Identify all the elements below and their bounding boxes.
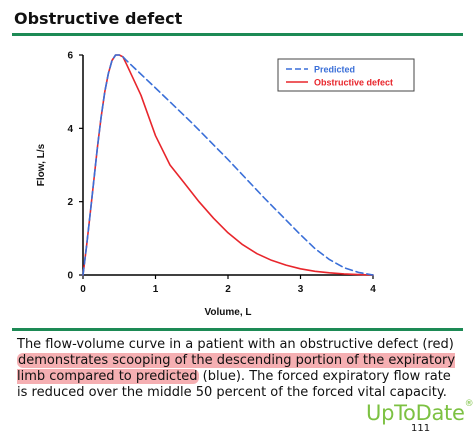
logo-text: UpToDate xyxy=(366,401,465,425)
x-tick-label: 0 xyxy=(80,284,86,295)
page-title: Obstructive defect xyxy=(14,9,183,28)
x-tick-label: 4 xyxy=(370,284,376,295)
caption-text-end: (blue). The forced expiratory flow rate … xyxy=(17,369,451,400)
legend-label: Predicted xyxy=(314,65,355,75)
caption-text-start: The flow-volume curve in a patient with … xyxy=(17,337,454,352)
x-tick-label: 3 xyxy=(298,284,304,295)
uptodate-logo: UpToDate® xyxy=(366,399,474,425)
y-axis-label: Flow, L/s xyxy=(36,143,47,186)
chart-series xyxy=(82,54,374,276)
chart-axes: 0 1 2 3 4 0 2 4 6 xyxy=(67,51,376,296)
registered-mark: ® xyxy=(464,399,474,409)
y-tick-label: 0 xyxy=(67,271,73,282)
x-tick-label: 2 xyxy=(225,284,231,295)
y-tick-label: 2 xyxy=(67,197,73,208)
x-tick-label: 1 xyxy=(153,284,159,295)
title-divider xyxy=(12,33,463,36)
figure-caption: The flow-volume curve in a patient with … xyxy=(17,337,462,401)
legend-label: Obstructive defect xyxy=(314,78,393,88)
y-tick-label: 4 xyxy=(67,124,73,135)
flow-volume-chart: 0 1 2 3 4 0 2 4 6 Predicted Obstructive defect Vo… xyxy=(36,51,415,318)
series-line-predicted xyxy=(82,54,374,276)
x-axis-label: Volume, L xyxy=(204,307,251,318)
y-tick-label: 6 xyxy=(67,51,73,62)
page-number: 111 xyxy=(411,423,431,434)
caption-divider xyxy=(12,328,463,331)
chart-legend: Predicted Obstructive defect xyxy=(277,58,415,92)
legend-box xyxy=(277,58,415,92)
